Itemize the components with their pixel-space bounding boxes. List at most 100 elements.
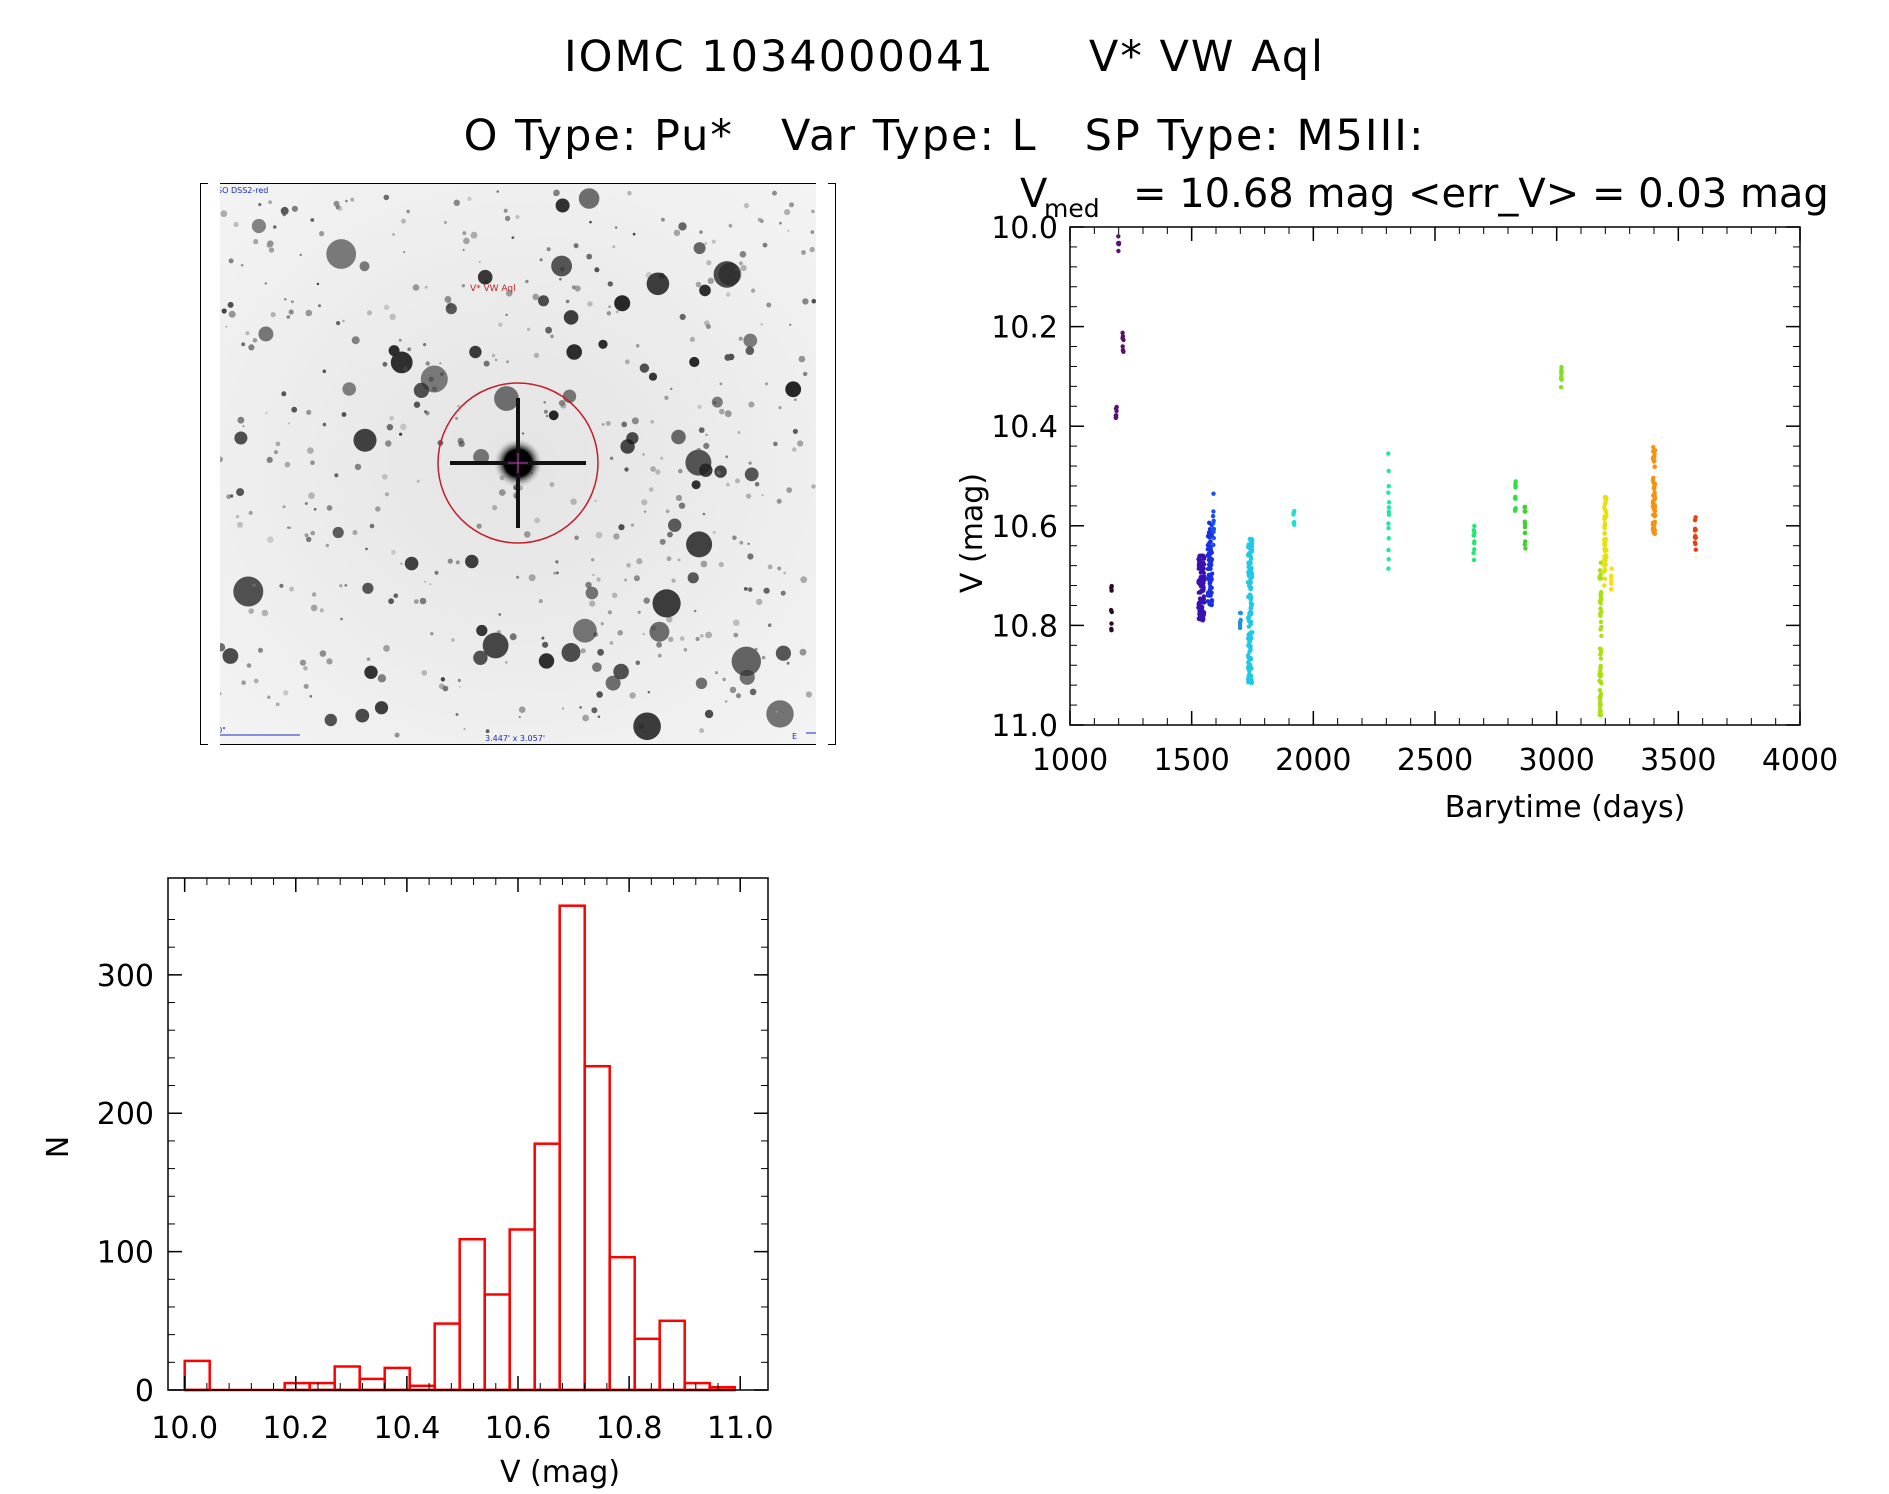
background-star [600,622,604,626]
background-star [268,247,275,253]
background-star [286,315,291,319]
background-star [624,578,628,582]
histogram-bar [358,1377,386,1392]
background-star [704,242,707,245]
data-point [1598,572,1603,577]
background-star [761,655,766,660]
background-star [678,502,686,509]
data-point [1109,628,1114,633]
background-star [636,558,643,565]
background-star [608,305,611,308]
data-point [1650,522,1656,527]
data-point [1522,521,1528,526]
background-star [735,693,742,699]
background-star [229,494,234,498]
background-star [689,336,695,342]
histogram-bar [508,1228,536,1392]
background-star [400,562,403,565]
data-point [1522,504,1527,510]
background-star [594,267,600,273]
data-point [1693,515,1698,520]
background-star [643,510,647,513]
data-point [1513,496,1518,501]
y-axis-label: V (mag) [955,473,990,593]
background-star [246,663,252,668]
background-star [407,347,412,352]
background-star [805,691,813,698]
background-star [476,624,488,637]
background-star [687,572,699,584]
data-point [1210,513,1216,519]
background-star [543,401,546,404]
background-star [332,526,344,539]
data-point [1116,234,1121,239]
data-point [1598,611,1603,616]
background-star [677,558,681,562]
background-star [777,566,782,571]
background-star [518,706,526,713]
background-star [455,713,459,716]
background-star [233,221,239,228]
data-point [1598,619,1604,625]
data-point [1386,557,1391,562]
background-star [743,333,758,348]
background-star [699,463,713,477]
background-star [306,536,312,543]
background-star [743,202,750,209]
data-point [1598,712,1604,718]
background-star [779,221,782,225]
background-star [342,382,356,396]
chart-title-line-1: IOMC 1034000041 V* VW Aql [0,32,1889,82]
y-tick-label: 10.0 [991,211,1058,246]
background-star [561,707,565,710]
background-star [375,506,381,512]
background-star [679,313,686,320]
background-star [473,449,489,465]
background-star [713,261,741,288]
background-star [318,304,321,308]
background-star [545,414,549,418]
variability-type: Var Type: L [780,111,1038,161]
spectral-type: SP Type: M5III: [1084,111,1426,161]
background-star [423,343,427,347]
plot-frame [1069,226,1801,726]
background-star [226,494,231,500]
background-star [424,410,428,414]
data-point [1198,570,1204,575]
background-star [803,371,808,377]
background-star [270,312,276,318]
histogram-bar [658,1319,686,1392]
data-point [1208,579,1213,585]
background-star [794,398,797,401]
background-star [733,619,740,626]
background-star [656,641,662,648]
object-id: IOMC 1034000041 [563,32,995,82]
data-point [1603,537,1608,542]
background-star [697,404,702,409]
survey-label: ESO DSS2-red [212,186,268,195]
background-star [221,308,227,314]
histogram-bar [433,1322,461,1392]
background-star [470,231,478,239]
y-tick-label: 300 [97,959,154,994]
background-star [780,590,786,596]
background-star [565,299,570,304]
background-star [553,571,556,575]
data-point [1472,539,1477,544]
background-star [326,239,357,269]
background-star [352,530,358,535]
background-star [714,465,727,478]
background-star [483,360,490,367]
background-star [733,632,739,638]
background-star [322,369,327,374]
background-star [258,647,263,653]
background-star [413,401,421,408]
background-star [388,345,400,357]
background-star [601,423,605,426]
magnitude-histogram: 10.0 10.2 10.4 10.6 10.8 11.0 0 100 200 300 V (ma… [41,877,774,1490]
background-star [496,190,499,193]
background-star [237,521,243,528]
background-star [253,239,259,245]
background-star [679,636,685,641]
chart-title-line-2: O Type: Pu* Var Type: L SP Type: M5III: [0,111,1889,161]
